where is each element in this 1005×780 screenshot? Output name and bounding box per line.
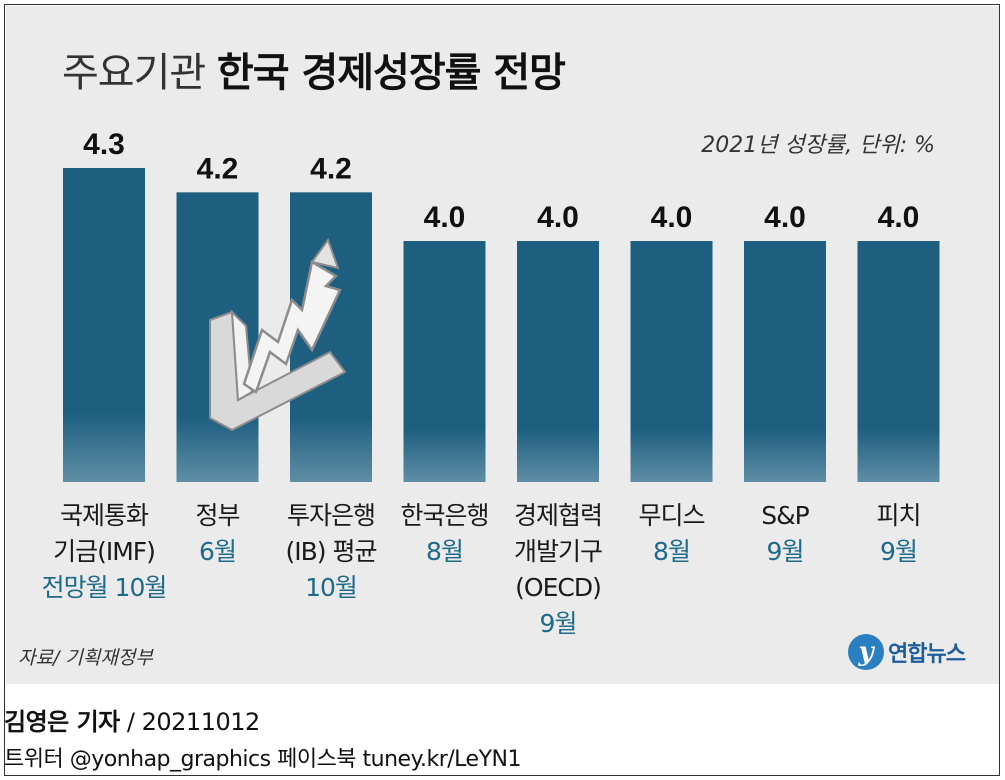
- category-name: 한국은행: [400, 501, 489, 530]
- value-label-1: 4.3: [83, 128, 125, 161]
- category-name: 투자은행 (IB) 평균: [285, 501, 378, 566]
- logo-mark: y: [848, 634, 884, 670]
- value-label-2: 4.2: [197, 152, 239, 185]
- category-label-2: 정부 6월: [148, 498, 288, 570]
- yonhap-logo: y 연합뉴스: [848, 632, 966, 672]
- category-name: S&P: [761, 501, 809, 530]
- category-name: 경제협력 개발기구 (OECD): [513, 501, 603, 602]
- logo-text: 연합뉴스: [888, 642, 966, 667]
- source-note: 자료/ 기획재정부: [18, 647, 153, 669]
- chart-title: 주요기관 한국 경제성장률 전망: [62, 40, 566, 98]
- category-name: 피치: [876, 501, 921, 530]
- value-label-8: 4.0: [878, 201, 920, 234]
- growth-arrow-icon: [209, 237, 347, 432]
- bar-6: [630, 241, 713, 482]
- title-bold: 한국 경제성장률 전망: [216, 50, 566, 96]
- social-links: 트위터 @yonhap_graphics 페이스북 tuney.kr/LeYN1: [4, 747, 521, 772]
- value-label-6: 4.0: [651, 201, 693, 234]
- forecast-month: 10월: [305, 573, 358, 602]
- unit-note: 2021년 성장률, 단위: %: [701, 133, 935, 158]
- title-light: 주요기관: [62, 50, 206, 96]
- category-name: 무디스: [638, 501, 705, 530]
- outer-frame: [4, 4, 1000, 776]
- category-label-4: 한국은행 8월: [375, 498, 515, 570]
- category-label-8: 피치 9월: [829, 498, 969, 570]
- category-label-3: 투자은행 (IB) 평균 10월: [261, 498, 401, 606]
- forecast-month: 9월: [539, 609, 578, 638]
- category-name: 정부: [195, 501, 240, 530]
- category-label-6: 무디스 8월: [602, 498, 742, 570]
- bar-1: [63, 168, 145, 482]
- category-label-1: 국제통화 기금(IMF) 전망월 10월: [34, 498, 174, 606]
- forecast-month: 9월: [766, 537, 805, 566]
- category-name: 국제통화 기금(IMF): [53, 501, 156, 566]
- chart-panel: [6, 6, 999, 684]
- forecast-month: 전망월 10월: [41, 573, 168, 602]
- bar-7: [744, 241, 826, 482]
- forecast-month: 8월: [426, 537, 464, 566]
- forecast-month: 9월: [880, 537, 918, 566]
- value-label-4: 4.0: [424, 201, 466, 234]
- bar-8: [857, 241, 940, 482]
- reporter-credit: 김영은 기자 / 20211012: [4, 702, 260, 737]
- forecast-month: 6월: [199, 537, 237, 566]
- bar-5: [517, 241, 599, 482]
- category-label-5: 경제협력 개발기구 (OECD) 9월: [488, 498, 628, 642]
- category-label-7: S&P 9월: [715, 498, 855, 570]
- publish-date: / 20211012: [119, 708, 260, 736]
- value-label-3: 4.2: [310, 152, 352, 185]
- value-label-7: 4.0: [764, 201, 806, 234]
- bar-4: [403, 241, 486, 482]
- bar-chart: 4.3 4.2 4.2 4.0 4.0 4.0 4.0 4.0: [63, 128, 940, 483]
- reporter-name: 김영은 기자: [4, 708, 120, 736]
- forecast-month: 8월: [653, 537, 691, 566]
- value-label-5: 4.0: [537, 201, 579, 234]
